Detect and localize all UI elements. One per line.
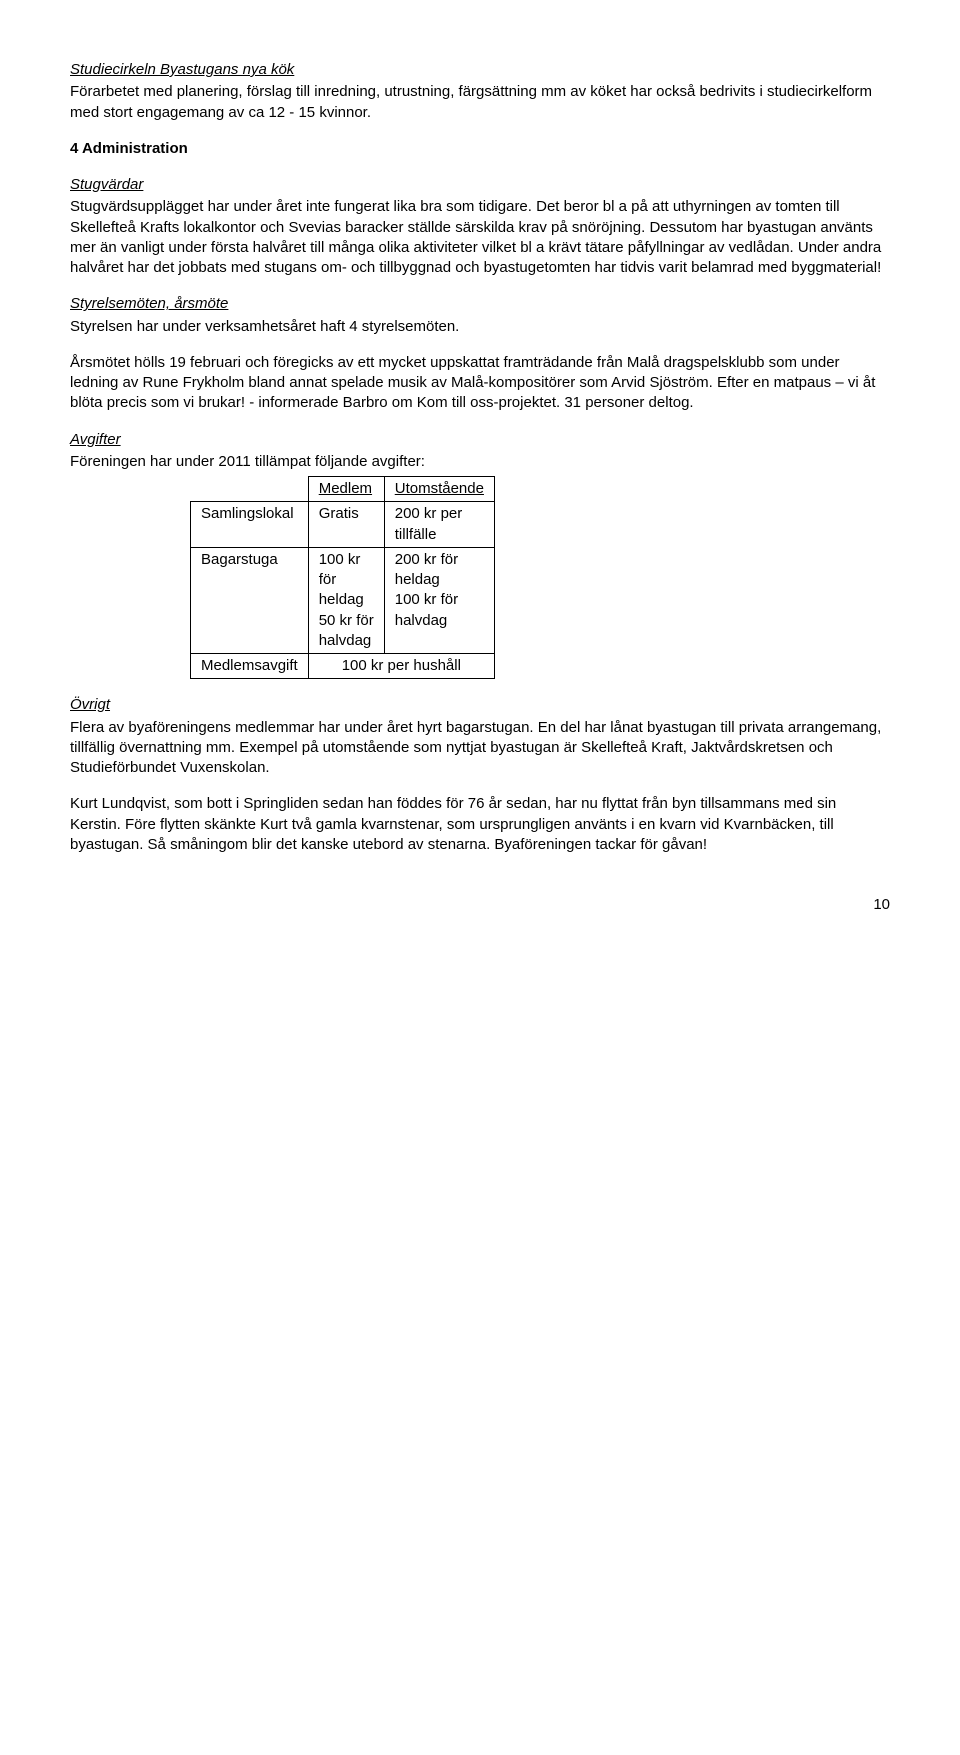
section-heading-avgifter: Avgifter (70, 430, 890, 450)
fees-row3-label: Medlemsavgift (191, 654, 309, 679)
section-heading-ovrigt: Övrigt (70, 695, 890, 715)
fees-row2-other: 200 kr förheldag100 kr förhalvdag (384, 547, 494, 653)
section-heading-stugvardar: Stugvärdar (70, 175, 890, 195)
fees-row1-other: 200 kr pertillfälle (384, 502, 494, 548)
fees-row2-label: Bagarstuga (191, 547, 309, 653)
section-heading-styrelse: Styrelsemöten, årsmöte (70, 294, 890, 314)
page-number: 10 (70, 895, 890, 915)
section-body-styrelse-1: Styrelsen har under verksamhetsåret haft… (70, 317, 890, 337)
section-body-kitchen: Förarbetet med planering, förslag till i… (70, 82, 890, 123)
section-body-styrelse-2: Årsmötet hölls 19 februari och föregicks… (70, 353, 890, 414)
fees-row1-member: Gratis (308, 502, 384, 548)
fees-row2-member: 100 krförheldag50 kr förhalvdag (308, 547, 384, 653)
fees-row1-label: Samlingslokal (191, 502, 309, 548)
fees-table: Medlem Utomstående Samlingslokal Gratis … (190, 476, 495, 679)
admin-heading: 4 Administration (70, 139, 890, 159)
section-body-ovrigt-1: Flera av byaföreningens medlemmar har un… (70, 718, 890, 779)
section-intro-avgifter: Föreningen har under 2011 tillämpat följ… (70, 452, 890, 472)
fees-col-other: Utomstående (384, 477, 494, 502)
fees-row3-value: 100 kr per hushåll (308, 654, 494, 679)
section-body-ovrigt-2: Kurt Lundqvist, som bott i Springliden s… (70, 794, 890, 855)
section-heading-kitchen: Studiecirkeln Byastugans nya kök (70, 60, 890, 80)
section-body-stugvardar: Stugvärdsupplägget har under året inte f… (70, 197, 890, 278)
fees-col-member: Medlem (308, 477, 384, 502)
